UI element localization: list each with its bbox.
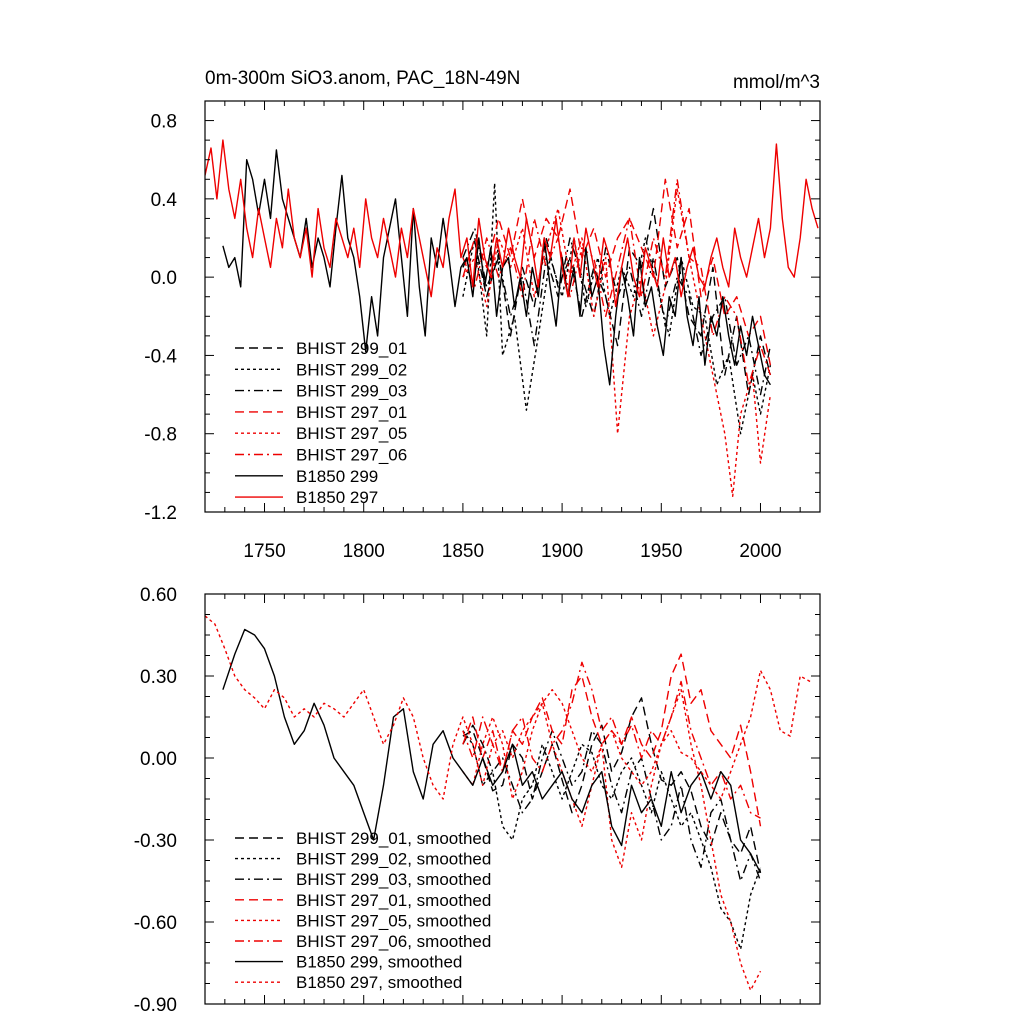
bottom-legend-label: B1850 297, smoothed [296,973,462,992]
top-title: 0m-300m SiO3.anom, PAC_18N-49N [205,68,520,89]
bottom-series-group [205,615,811,991]
bottom-legend-label: BHIST 297_06, smoothed [296,932,491,951]
top-legend-label: B1850 299 [296,467,378,486]
bottom-legend: BHIST 299_01, smoothed BHIST 299_02, smoo… [235,829,491,992]
top-series-line-1 [462,182,772,435]
top-xtick-label: 1950 [640,541,682,562]
bottom-ytick-label: -0.90 [134,995,177,1016]
top-series-line-7 [205,139,819,308]
top-ytick-label: 0.4 [151,190,178,211]
top-panel: 1750 1800 1850 1900 1950 2000 -1.2 -0.8 -0.4 0.0 0… [144,100,821,562]
bottom-legend-label: BHIST 299_03, smoothed [296,870,491,889]
top-ytick-label: -1.2 [144,503,177,524]
top-series-line-0 [462,207,772,396]
top-units: mmol/m^3 [733,72,820,93]
top-xtick-label: 1800 [343,541,385,562]
bottom-legend-label: BHIST 299_02, smoothed [296,850,491,869]
top-ytick-label: -0.8 [144,425,177,446]
top-plot-frame [204,100,821,513]
top-legend-label: B1850 297 [296,488,378,507]
bottom-legend-label: BHIST 297_05, smoothed [296,911,491,930]
bottom-ticks: -0.90 -0.60 -0.30 0.00 0.30 0.60 [134,585,821,1016]
bottom-ytick-label: 0.30 [140,667,177,688]
top-legend: BHIST 299_01 BHIST 299_02 BHIST 299_03 BHIS… [235,339,407,507]
bottom-panel: -0.90 -0.60 -0.30 0.00 0.30 0.60 BHIST 299_01… [134,585,821,1016]
top-legend-label: BHIST 299_01 [296,339,407,358]
bottom-series-line-7 [205,615,811,800]
bottom-series-line-2 [462,724,762,882]
top-xtick-label: 2000 [739,541,781,562]
bottom-legend-label: B1850 299, smoothed [296,953,462,972]
top-ticks: 1750 1800 1850 1900 1950 2000 -1.2 -0.8 -0.4 0.0 0… [144,100,821,562]
bottom-series-line-4 [462,689,762,991]
top-xtick-label: 1900 [541,541,583,562]
top-ytick-label: 0.8 [151,112,177,133]
bottom-series-line-5 [462,661,761,819]
top-series-line-5 [462,178,772,386]
bottom-ytick-label: -0.30 [134,831,177,852]
top-legend-label: BHIST 297_06 [296,446,407,465]
bottom-legend-label: BHIST 297_01, smoothed [296,891,491,910]
bottom-ytick-label: -0.60 [134,913,177,934]
top-xtick-label: 1750 [243,541,285,562]
bottom-series-line-3 [462,653,762,827]
top-series-line-3 [462,178,772,366]
top-ytick-label: 0.0 [151,268,177,289]
bottom-ytick-label: 0.00 [140,749,177,770]
top-xtick-label: 1850 [442,541,484,562]
bottom-legend-label: BHIST 299_01, smoothed [296,829,491,848]
bottom-ytick-label: 0.60 [140,585,177,606]
top-legend-label: BHIST 299_02 [296,360,407,379]
bottom-series-line-1 [462,730,762,950]
top-ytick-label: -0.4 [144,346,177,367]
bottom-series-line-6 [222,628,762,874]
top-series-line-4 [462,188,772,497]
top-legend-label: BHIST 299_03 [296,382,407,401]
top-series-group [205,139,819,497]
top-legend-label: BHIST 297_01 [296,403,407,422]
top-legend-label: BHIST 297_05 [296,424,407,443]
